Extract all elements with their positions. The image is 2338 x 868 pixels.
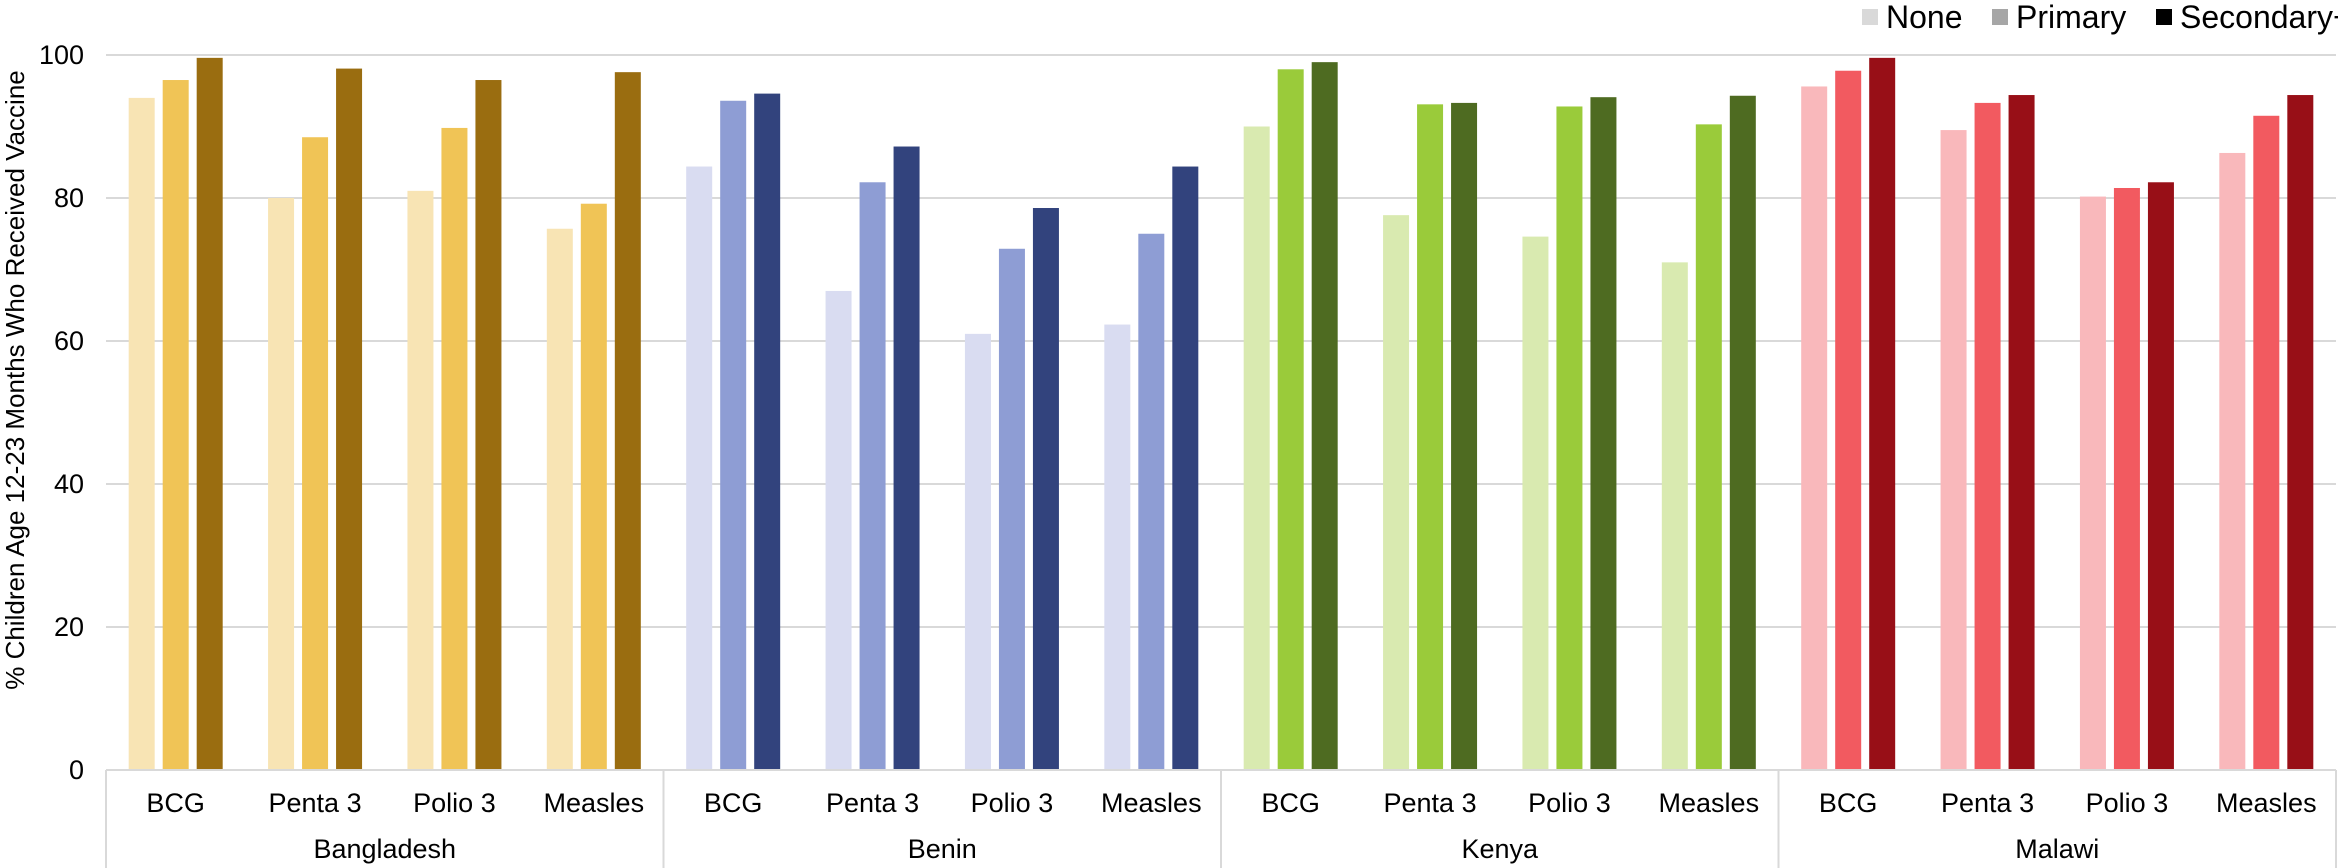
bar-bangladesh-bcg-none: [128, 97, 155, 770]
bar-benin-measles-secondaryplus: [1172, 166, 1199, 771]
bar-bangladesh-bcg-primary: [162, 80, 189, 770]
bar-kenya-measles-none: [1661, 262, 1688, 770]
x-category-label: Measles: [544, 788, 645, 818]
bar-benin-bcg-none: [686, 166, 713, 771]
bar-bangladesh-bcg-secondaryplus: [196, 57, 223, 771]
bar-bangladesh-polio-3-secondaryplus: [475, 80, 502, 770]
bar-malawi-polio-3-primary: [2113, 187, 2140, 771]
bar-kenya-penta-3-secondaryplus: [1451, 102, 1478, 770]
bar-bangladesh-polio-3-none: [407, 190, 434, 771]
bar-malawi-measles-none: [2219, 152, 2246, 770]
x-axis: BCG Penta 3 Polio 3 Measles Bangladesh BCG Pen…: [105, 769, 2337, 868]
x-category-label: Penta 3: [269, 788, 362, 818]
x-category-label: Measles: [1101, 788, 1202, 818]
bar-malawi-penta-3-none: [1940, 130, 1967, 770]
legend-swatch-secondaryplus: [2156, 9, 2172, 25]
bar-benin-polio-3-primary: [998, 248, 1025, 770]
bar-kenya-polio-3-none: [1522, 236, 1549, 771]
x-category-label: Measles: [1659, 788, 1760, 818]
x-category-label: Polio 3: [413, 788, 496, 818]
x-group-label: Benin: [908, 834, 977, 864]
bar-benin-polio-3-secondaryplus: [1032, 208, 1059, 770]
bar-kenya-polio-3-secondaryplus: [1590, 97, 1617, 770]
bar-malawi-penta-3-primary: [1974, 102, 2001, 770]
x-category-label: Penta 3: [1384, 788, 1477, 818]
x-category-label: Polio 3: [1528, 788, 1611, 818]
bar-kenya-penta-3-none: [1383, 215, 1410, 770]
gridlines: [106, 54, 2336, 628]
y-tick-label: 40: [54, 469, 84, 499]
x-group-label: Malawi: [2015, 834, 2099, 864]
y-axis-ticks: 0 20 40 60 80 100: [39, 40, 84, 785]
x-category-label: BCG: [704, 788, 763, 818]
bar-benin-penta-3-secondaryplus: [893, 146, 920, 770]
bar-kenya-penta-3-primary: [1417, 104, 1444, 770]
bar-malawi-bcg-secondaryplus: [1869, 57, 1896, 771]
bar-bangladesh-measles-primary: [580, 203, 607, 771]
bar-malawi-penta-3-secondaryplus: [2008, 95, 2035, 771]
bar-malawi-bcg-none: [1801, 86, 1828, 770]
bar-bangladesh-measles-secondaryplus: [614, 72, 641, 770]
y-tick-label: 20: [54, 612, 84, 642]
x-category-label: BCG: [146, 788, 205, 818]
x-category-label: Penta 3: [1941, 788, 2034, 818]
bar-kenya-measles-secondaryplus: [1729, 95, 1756, 770]
legend-label: Primary: [2016, 0, 2126, 35]
legend-label: Secondary+: [2180, 0, 2338, 35]
y-tick-label: 60: [54, 326, 84, 356]
bar-benin-bcg-primary: [720, 100, 747, 770]
bar-bangladesh-penta-3-none: [268, 198, 295, 770]
bar-malawi-measles-primary: [2253, 115, 2280, 770]
legend: None Primary Secondary+: [1862, 0, 2338, 35]
bar-kenya-measles-primary: [1695, 124, 1722, 771]
bar-bangladesh-penta-3-secondaryplus: [336, 68, 363, 770]
bar-kenya-polio-3-primary: [1556, 106, 1583, 771]
bar-benin-polio-3-none: [964, 333, 991, 770]
bar-malawi-measles-secondaryplus: [2287, 95, 2314, 771]
legend-label: None: [1886, 0, 1963, 35]
x-group-label: Bangladesh: [313, 834, 456, 864]
bar-kenya-bcg-secondaryplus: [1311, 62, 1338, 770]
bars: [128, 57, 2314, 771]
bar-malawi-polio-3-secondaryplus: [2147, 182, 2174, 770]
bar-kenya-bcg-primary: [1277, 69, 1304, 771]
x-category-label: Polio 3: [2086, 788, 2169, 818]
x-category-label: Polio 3: [971, 788, 1054, 818]
x-group-label: Kenya: [1461, 834, 1539, 864]
bar-bangladesh-measles-none: [546, 228, 573, 770]
y-tick-label: 80: [54, 183, 84, 213]
bar-bangladesh-polio-3-primary: [441, 127, 468, 771]
x-category-label: BCG: [1261, 788, 1320, 818]
bar-benin-measles-none: [1104, 324, 1131, 770]
x-category-label: Penta 3: [826, 788, 919, 818]
y-tick-label: 100: [39, 40, 84, 70]
bar-bangladesh-penta-3-primary: [302, 137, 329, 771]
legend-swatch-none: [1862, 9, 1878, 25]
legend-swatch-primary: [1992, 9, 2008, 25]
bar-kenya-bcg-none: [1243, 126, 1270, 770]
x-category-label: BCG: [1819, 788, 1878, 818]
y-axis-label: % Children Age 12-23 Months Who Received…: [0, 70, 30, 690]
bar-benin-bcg-secondaryplus: [754, 93, 781, 771]
bar-benin-penta-3-none: [825, 290, 852, 770]
bar-malawi-bcg-primary: [1835, 70, 1862, 771]
bar-benin-measles-primary: [1138, 233, 1165, 770]
y-tick-label: 0: [69, 755, 84, 785]
bar-benin-penta-3-primary: [859, 182, 886, 770]
x-category-label: Measles: [2216, 788, 2317, 818]
bar-malawi-polio-3-none: [2079, 196, 2106, 770]
